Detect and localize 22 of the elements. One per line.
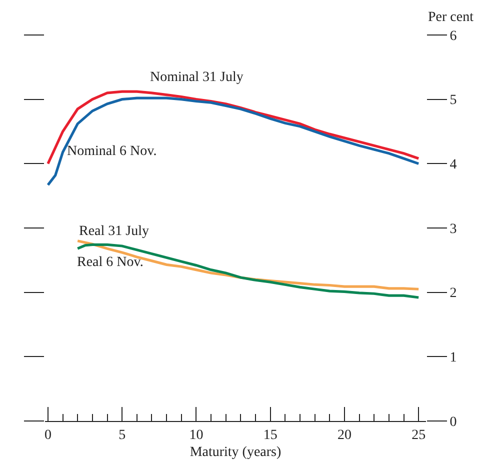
line-series [46,90,420,165]
x-tick-label: 0 [44,428,52,443]
y-tick-label: 6 [450,28,457,44]
series-label: Nominal 6 Nov. [67,144,157,159]
x-tick-label: 25 [412,428,426,443]
y-tick-label: 2 [450,286,457,302]
series-label: Real 31 July [79,224,149,239]
series-label: Nominal 31 July [150,70,244,85]
y-axis-title: Per cent [428,10,474,25]
x-tick-label: 5 [118,428,126,443]
x-axis-title: Maturity (years) [190,445,282,460]
x-tick-label: 20 [337,428,352,443]
line-series [46,96,420,186]
y-tick-label: 3 [450,222,457,237]
x-tick-label: 10 [189,428,204,443]
x-tick-label: 15 [263,428,278,443]
line-series [76,243,420,299]
y-tick-label: 4 [450,158,457,173]
y-tick-label: 5 [450,93,457,108]
series-label: Real 6 Nov. [77,255,144,270]
y-tick-label: 1 [450,350,457,366]
y-tick-label: 0 [450,414,457,430]
